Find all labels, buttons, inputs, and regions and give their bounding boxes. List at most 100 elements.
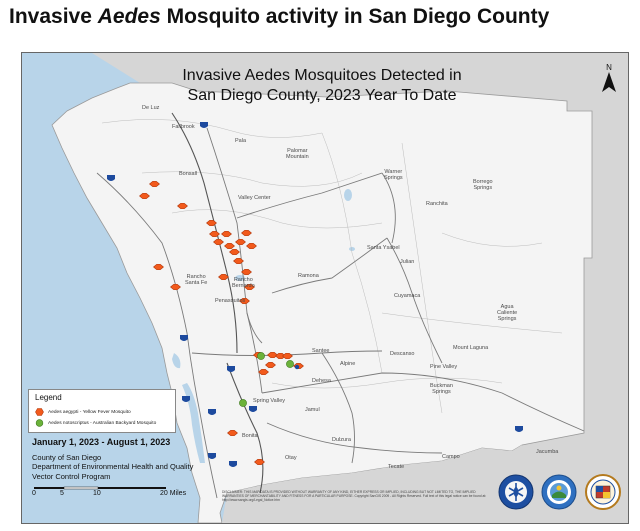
detection-marker-aegypti — [221, 230, 232, 238]
san-diego-bay — [182, 383, 205, 463]
highway-shield-icon — [182, 396, 190, 402]
highway-shield-icon — [200, 122, 208, 128]
place-label: Otay — [285, 455, 297, 461]
place-label: Santa Ysabel — [367, 245, 400, 251]
place-label: Rancho Bernardo — [232, 277, 255, 289]
place-label: Rancho Santa Fe — [185, 274, 208, 286]
detection-marker-aegypti — [177, 202, 188, 210]
detection-marker-aegypti — [233, 257, 244, 265]
hexagon-marker-icon — [35, 408, 44, 416]
map-heading: Invasive Aedes Mosquitoes Detected in Sa… — [142, 66, 502, 106]
detection-marker-aegypti — [153, 263, 164, 271]
map-canvas[interactable] — [22, 53, 628, 523]
place-label: Jacumba — [536, 449, 559, 455]
detection-marker-notoscriptus — [257, 352, 265, 360]
agency-line: Department of Environmental Health and Q… — [32, 462, 194, 472]
legend-box: Legend Aedes aegypti - Yellow Fever Mosq… — [28, 389, 176, 433]
highway-shield-icon — [208, 409, 216, 415]
county-land — [51, 82, 593, 523]
place-label: Julian — [400, 259, 415, 265]
disclaimer: DISCLAIMER: THIS MAP/DATA IS PROVIDED WI… — [222, 490, 487, 503]
detection-marker-aegypti — [258, 368, 269, 376]
place-label: De Luz — [142, 105, 160, 111]
page-title-suffix: Mosquito activity in San Diego County — [160, 5, 550, 28]
lake-hodges — [235, 275, 245, 281]
highway-shield-icon — [208, 453, 216, 459]
place-label: Dulzura — [332, 437, 351, 443]
highway-shield-icon — [249, 406, 257, 412]
place-label: Mount Laguna — [453, 345, 489, 351]
mission-bay — [172, 353, 181, 369]
place-label: Bonita — [242, 433, 258, 439]
lake-henshaw — [344, 189, 352, 201]
detection-marker-notoscriptus — [286, 360, 294, 368]
page-title-prefix: Invasive — [9, 5, 98, 28]
dehq-seal-icon — [541, 474, 577, 510]
place-label: Campo — [442, 454, 460, 460]
place-label: Descanso — [390, 351, 415, 357]
highway-shield-icon — [180, 335, 188, 341]
detection-marker-aegypti — [213, 238, 224, 246]
vector-control-seal-icon — [498, 474, 534, 510]
legend-title: Legend — [35, 393, 62, 402]
detection-marker-aegypti — [239, 297, 250, 305]
interchange-marker — [294, 364, 300, 370]
detection-marker-aegypti — [254, 458, 265, 466]
place-label: Jamul — [305, 407, 320, 413]
detection-marker-aegypti — [244, 283, 255, 291]
place-label: Penasquitos — [215, 298, 246, 304]
place-label: Palomar Mountain — [286, 148, 309, 160]
place-label: Spring Valley — [253, 398, 285, 404]
lake-sutherland — [349, 247, 355, 251]
highway-shields — [107, 122, 523, 467]
mexico-area — [222, 445, 522, 523]
detection-marker-aegypti — [149, 180, 160, 188]
place-label: Buckman Springs — [430, 383, 453, 395]
map-heading-line1: Invasive Aedes Mosquitoes Detected in — [182, 67, 462, 84]
place-label: Valley Center — [238, 195, 271, 201]
highway-shield-icon — [227, 366, 235, 372]
detection-marker-aegypti — [170, 283, 181, 291]
highway-shield-icon — [107, 175, 115, 181]
date-range: January 1, 2023 - August 1, 2023 — [32, 437, 171, 447]
agency-block: County of San Diego Department of Enviro… — [32, 453, 193, 481]
highway-shield-icon — [229, 461, 237, 467]
legend-item-aegypti-label: Aedes aegypti - Yellow Fever Mosquito — [48, 409, 131, 415]
detection-marker-aegypti — [241, 229, 252, 237]
place-label: Cuyamaca — [394, 293, 421, 299]
scale-label: 5 — [60, 490, 64, 497]
scale-bar-graphic — [34, 486, 166, 490]
north-label: N — [606, 63, 612, 72]
detection-marker-aegypti — [209, 230, 220, 238]
detection-marker-aegypti — [246, 242, 257, 250]
county-seal-icon — [585, 474, 621, 510]
place-label: Borrego Springs — [473, 179, 493, 191]
page-title: Invasive Aedes Mosquito activity in San … — [9, 5, 549, 29]
aedes-aegypti-detections — [139, 180, 304, 466]
scale-label: 0 — [32, 490, 36, 497]
place-label: Tecate — [388, 464, 405, 470]
highway-shield-icon — [515, 426, 523, 432]
detection-marker-aegypti — [265, 361, 276, 369]
map-panel[interactable]: Invasive Aedes Mosquitoes Detected in Sa… — [21, 52, 629, 524]
place-label: Alpine — [340, 361, 356, 367]
place-label: Agua Caliente Springs — [497, 304, 518, 322]
detection-marker-notoscriptus — [239, 399, 247, 407]
agency-line: County of San Diego — [32, 453, 102, 462]
community-boundaries — [101, 119, 563, 414]
place-label: Fallbrook — [172, 124, 195, 130]
detection-marker-aegypti — [206, 219, 217, 227]
legend-item-notoscriptus-label: Aedes notoscriptus - Australian Backyard… — [48, 420, 157, 426]
detection-marker-aegypti — [229, 248, 240, 256]
detection-marker-aegypti — [224, 242, 235, 250]
aedes-notoscriptus-detections — [239, 352, 294, 407]
outside-county-area — [92, 53, 628, 523]
place-label: Bonsall — [179, 171, 198, 177]
place-label: Warner Springs — [384, 169, 403, 181]
circle-marker-icon — [35, 419, 44, 427]
place-label: Pine Valley — [430, 364, 458, 370]
detection-marker-aegypti — [241, 268, 252, 276]
place-label: Dehesa — [312, 378, 331, 384]
scale-label: 20 Miles — [160, 490, 187, 497]
map-heading-line2: San Diego County, 2023 Year To Date — [187, 87, 457, 104]
